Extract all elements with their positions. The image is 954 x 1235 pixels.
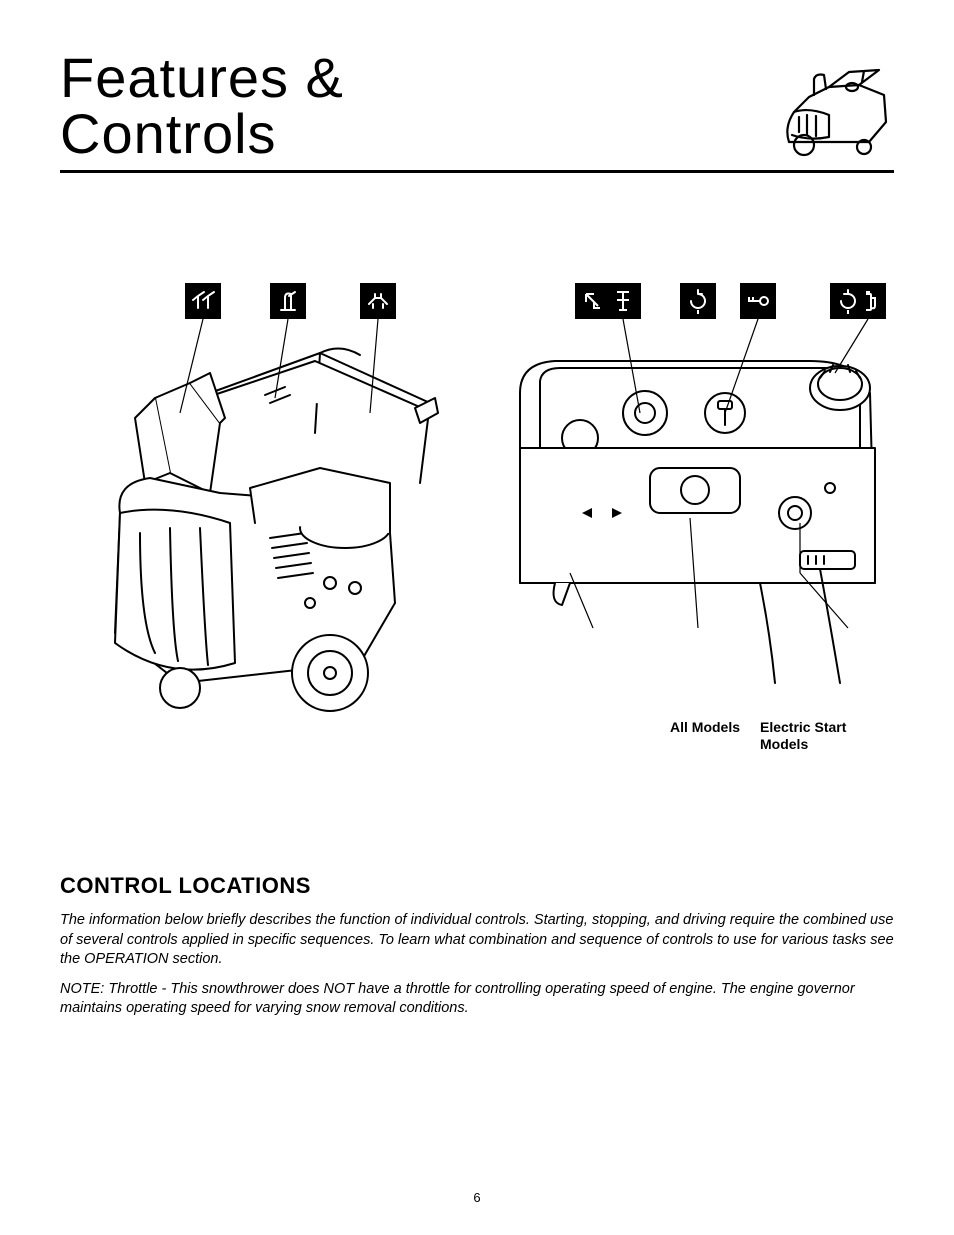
snowthrower-side-diagram — [60, 283, 480, 723]
snowthrower-header-icon — [774, 67, 894, 162]
title-line-1: Features & — [60, 46, 344, 109]
section-heading: CONTROL LOCATIONS — [60, 873, 894, 899]
caption-electric-start: Electric Start Models — [760, 719, 880, 753]
caption-all-models: All Models — [670, 719, 740, 753]
page-title: Features & Controls — [60, 50, 344, 162]
diagram-captions: All Models Electric Start Models — [500, 719, 910, 753]
section-paragraph-1: The information below briefly describes … — [60, 911, 894, 970]
control-diagrams: All Models Electric Start Models — [60, 283, 894, 723]
page-number: 6 — [0, 1190, 954, 1205]
page-header: Features & Controls — [60, 50, 894, 173]
engine-panel-diagram: All Models Electric Start Models — [500, 283, 910, 723]
title-line-2: Controls — [60, 102, 277, 165]
section-paragraph-2: NOTE: Throttle - This snowthrower does N… — [60, 980, 894, 1019]
